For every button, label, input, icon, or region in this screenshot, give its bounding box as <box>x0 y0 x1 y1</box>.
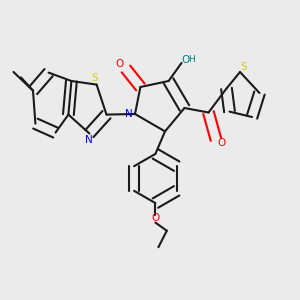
Text: N: N <box>124 109 132 119</box>
Text: O: O <box>151 213 160 223</box>
Text: S: S <box>240 62 247 73</box>
Text: O: O <box>181 55 190 65</box>
Text: O: O <box>218 138 226 148</box>
Text: H: H <box>188 56 194 64</box>
Text: S: S <box>91 73 98 83</box>
Text: N: N <box>85 135 93 145</box>
Text: O: O <box>116 58 124 69</box>
